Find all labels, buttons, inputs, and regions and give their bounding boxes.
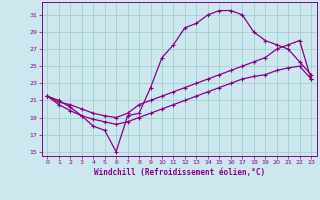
X-axis label: Windchill (Refroidissement éolien,°C): Windchill (Refroidissement éolien,°C) bbox=[94, 168, 265, 177]
